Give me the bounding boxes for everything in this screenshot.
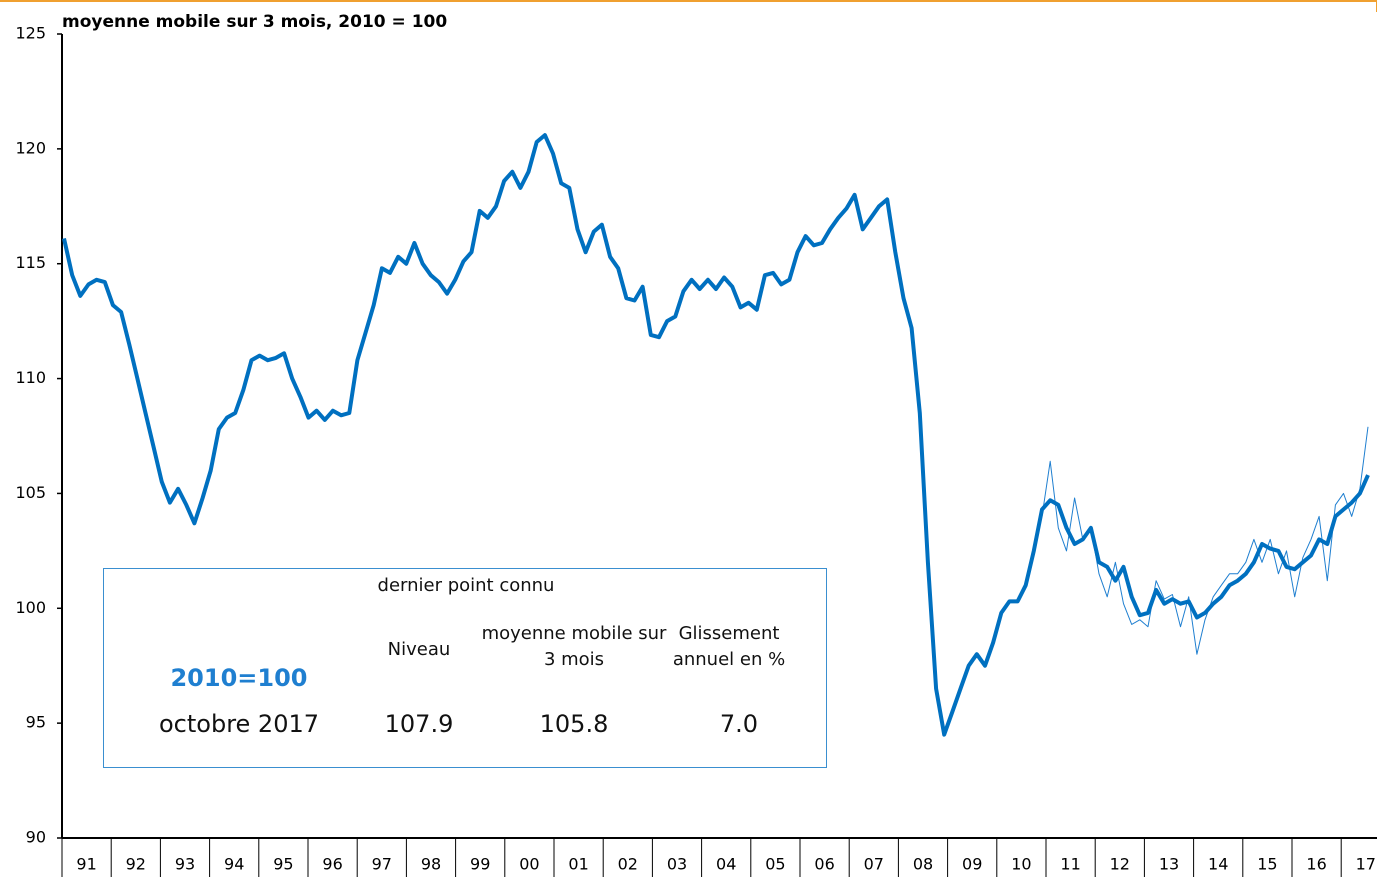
x-tick-label: 09 bbox=[962, 855, 982, 874]
x-tick-label: 97 bbox=[372, 855, 392, 874]
x-tick-label: 98 bbox=[421, 855, 441, 874]
series-line bbox=[62, 133, 1370, 737]
x-tick-label: 00 bbox=[519, 855, 539, 874]
y-tick-label: 105 bbox=[15, 483, 46, 502]
x-tick-label: 04 bbox=[716, 855, 736, 874]
x-tick-label: 95 bbox=[273, 855, 293, 874]
x-tick-label: 16 bbox=[1306, 855, 1326, 874]
info-value: 107.9 bbox=[384, 710, 454, 738]
y-tick-label: 90 bbox=[26, 828, 46, 847]
x-tick-label: 06 bbox=[814, 855, 834, 874]
info-heading: dernier point connu bbox=[377, 575, 555, 596]
x-tick-label: 93 bbox=[175, 855, 195, 874]
x-tick-label: 03 bbox=[667, 855, 687, 874]
x-tick-label: 10 bbox=[1011, 855, 1031, 874]
y-tick-label: 95 bbox=[26, 713, 46, 732]
info-box: dernier point connu Niveau moyenne mobil… bbox=[103, 568, 827, 768]
x-tick-label: 02 bbox=[618, 855, 638, 874]
x-tick-label: 94 bbox=[224, 855, 244, 874]
x-tick-label: 12 bbox=[1110, 855, 1130, 874]
x-tick-label: 17 bbox=[1356, 855, 1376, 874]
info-col: moyenne mobile sur 3 mois bbox=[481, 623, 667, 670]
y-tick-label: 100 bbox=[15, 598, 46, 617]
x-tick-label: 13 bbox=[1159, 855, 1179, 874]
x-tick-label: 99 bbox=[470, 855, 490, 874]
y-tick-label: 125 bbox=[15, 24, 46, 43]
x-tick-label: 01 bbox=[568, 855, 588, 874]
y-tick-label: 120 bbox=[15, 138, 46, 157]
x-tick-label: 11 bbox=[1060, 855, 1080, 874]
info-col: Glissement annuel en % bbox=[672, 623, 786, 670]
x-tick-label: 15 bbox=[1257, 855, 1277, 874]
x-tick-label: 92 bbox=[126, 855, 146, 874]
y-tick-label: 115 bbox=[15, 253, 46, 272]
info-base: 2010=100 bbox=[170, 664, 308, 692]
chart-title: moyenne mobile sur 3 mois, 2010 = 100 bbox=[62, 12, 447, 32]
info-value: 7.0 bbox=[719, 710, 759, 738]
x-tick-label: 05 bbox=[765, 855, 785, 874]
frame-accent bbox=[0, 0, 1377, 12]
x-tick-label: 91 bbox=[76, 855, 96, 874]
x-tick-label: 07 bbox=[864, 855, 884, 874]
x-tick-label: 14 bbox=[1208, 855, 1228, 874]
info-col: Niveau bbox=[387, 639, 451, 660]
x-tick-label: 08 bbox=[913, 855, 933, 874]
info-date: octobre 2017 bbox=[158, 710, 320, 738]
x-tick-label: 96 bbox=[322, 855, 342, 874]
info-value: 105.8 bbox=[539, 710, 609, 738]
y-tick-label: 110 bbox=[15, 368, 46, 387]
